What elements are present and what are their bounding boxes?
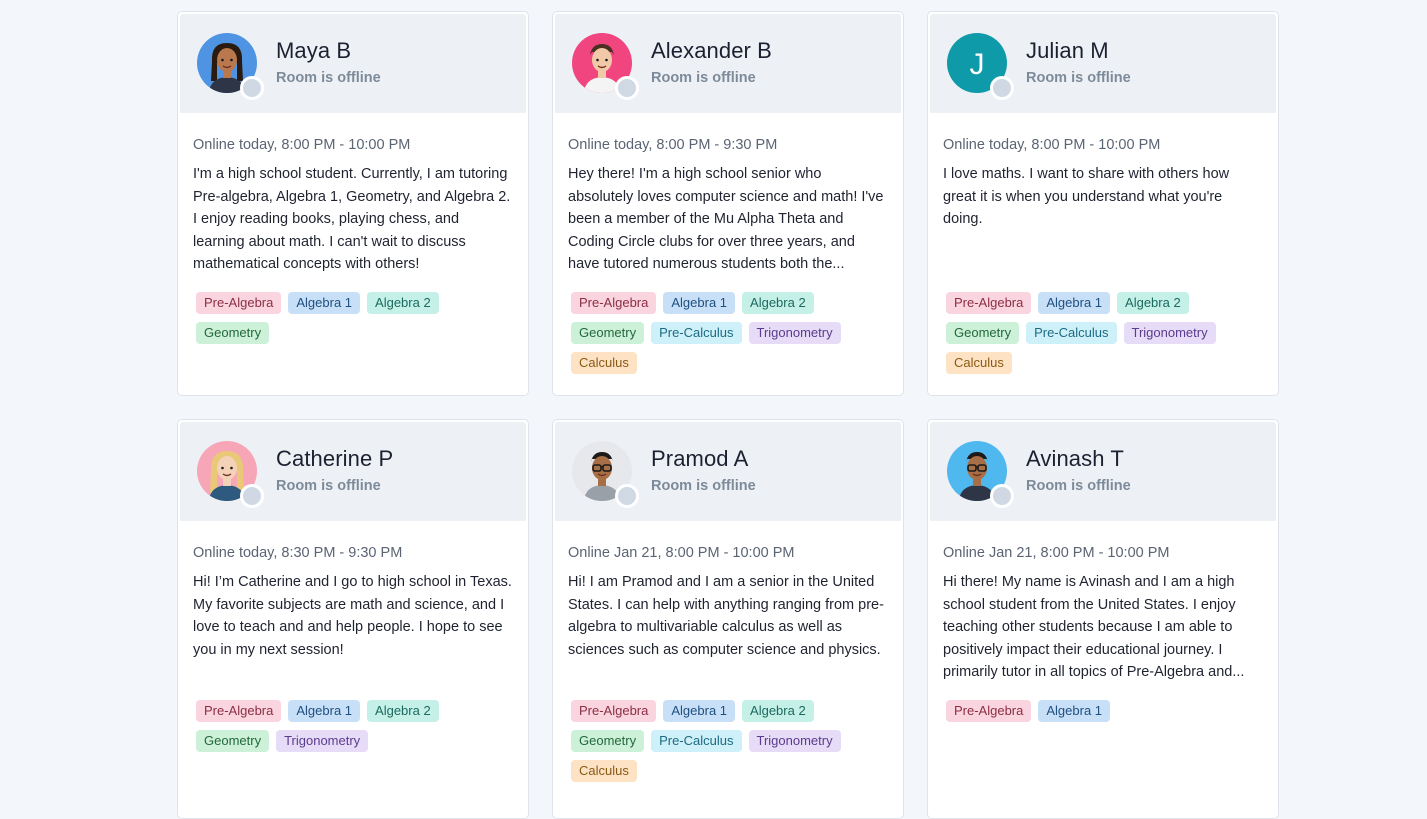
room-status: Room is offline (1026, 478, 1131, 494)
avatar (197, 33, 257, 93)
subject-tag: Algebra 2 (367, 292, 439, 314)
subject-tag: Geometry (946, 322, 1020, 344)
tutor-card[interactable]: Catherine P Room is offline Online today… (177, 419, 529, 819)
tutor-card[interactable]: J Julian M Room is offline Online today,… (927, 11, 1279, 396)
availability-text: Online Jan 21, 8:00 PM - 10:00 PM (943, 545, 1170, 561)
room-status: Room is offline (651, 478, 756, 494)
subject-tag: Pre-Calculus (651, 730, 742, 752)
subject-tag: Algebra 1 (663, 292, 736, 314)
subject-tag: Pre-Calculus (651, 322, 742, 344)
availability-text: Online today, 8:00 PM - 10:00 PM (943, 137, 1161, 153)
tutor-card-header: Maya B Room is offline (180, 14, 526, 113)
tutor-card-header: Catherine P Room is offline (180, 422, 526, 521)
subject-tag: Algebra 2 (367, 700, 439, 722)
subject-tag: Algebra 1 (1038, 700, 1111, 722)
subject-tag: Algebra 1 (288, 292, 361, 314)
tutor-card-body: Online Jan 21, 8:00 PM - 10:00 PM Hi! I … (553, 521, 903, 790)
subject-tag: Algebra 1 (288, 700, 361, 722)
availability-text: Online today, 8:30 PM - 9:30 PM (193, 545, 403, 561)
tutor-card[interactable]: Alexander B Room is offline Online today… (552, 11, 904, 396)
subject-tag: Pre-Algebra (946, 700, 1032, 722)
tutor-card[interactable]: Avinash T Room is offline Online Jan 21,… (927, 419, 1279, 819)
avatar (197, 441, 257, 501)
subject-tag: Pre-Algebra (571, 700, 657, 722)
tutor-bio: I love maths. I want to share with other… (943, 166, 1230, 227)
tutor-bio: Hi! I’m Catherine and I go to high schoo… (193, 574, 512, 658)
tutor-name[interactable]: Alexander B (651, 38, 772, 63)
subject-tags: Pre-Algebra Algebra 1 Algebra 2 Geometry Tri… (193, 700, 496, 760)
subject-tag: Calculus (571, 760, 637, 782)
subject-tag: Geometry (571, 730, 645, 752)
subject-tag: Calculus (946, 352, 1012, 374)
subject-tag: Pre-Algebra (196, 700, 282, 722)
offline-status-icon (240, 484, 264, 508)
subject-tag: Trigonometry (748, 322, 841, 344)
availability-text: Online Jan 21, 8:00 PM - 10:00 PM (568, 545, 795, 561)
tutor-grid: Maya B Room is offline Online today, 8:0… (177, 11, 1279, 819)
subject-tag: Calculus (571, 352, 637, 374)
tutor-card-header: Pramod A Room is offline (555, 422, 901, 521)
tutor-bio: Hi there! My name is Avinash and I am a … (943, 574, 1245, 680)
subject-tags: Pre-Algebra Algebra 1 (943, 700, 1246, 730)
offline-status-icon (990, 76, 1014, 100)
avatar-initial: J (970, 48, 985, 81)
subject-tag: Algebra 1 (663, 700, 736, 722)
tutor-card[interactable]: Maya B Room is offline Online today, 8:0… (177, 11, 529, 396)
subject-tag: Geometry (571, 322, 645, 344)
tutor-name[interactable]: Pramod A (651, 446, 749, 471)
subject-tag: Trigonometry (276, 730, 369, 752)
room-status: Room is offline (651, 70, 756, 86)
tutor-card[interactable]: Pramod A Room is offline Online Jan 21, … (552, 419, 904, 819)
availability-text: Online today, 8:00 PM - 10:00 PM (193, 137, 411, 153)
subject-tag: Pre-Calculus (1026, 322, 1117, 344)
tutor-card-body: Online Jan 21, 8:00 PM - 10:00 PM Hi the… (928, 521, 1278, 730)
subject-tag: Algebra 2 (742, 700, 814, 722)
availability-text: Online today, 8:00 PM - 9:30 PM (568, 137, 778, 153)
subject-tags: Pre-Algebra Algebra 1 Algebra 2 Geometry Pre… (568, 292, 871, 382)
subject-tag: Geometry (196, 730, 270, 752)
offline-status-icon (240, 76, 264, 100)
subject-tag: Algebra 2 (1117, 292, 1189, 314)
tutor-bio: Hi! I am Pramod and I am a senior in the… (568, 574, 884, 658)
tutor-card-body: Online today, 8:00 PM - 10:00 PM I love … (928, 113, 1278, 382)
offline-status-icon (990, 484, 1014, 508)
room-status: Room is offline (276, 70, 381, 86)
tutor-bio: Hey there! I'm a high school senior who … (568, 166, 884, 272)
tutor-card-header: Avinash T Room is offline (930, 422, 1276, 521)
tutor-card-body: Online today, 8:00 PM - 10:00 PM I'm a h… (178, 113, 528, 352)
tutor-card-header: Alexander B Room is offline (555, 14, 901, 113)
tutor-name[interactable]: Julian M (1026, 38, 1109, 63)
subject-tag: Pre-Algebra (571, 292, 657, 314)
subject-tag: Trigonometry (1123, 322, 1216, 344)
room-status: Room is offline (1026, 70, 1131, 86)
subject-tags: Pre-Algebra Algebra 1 Algebra 2 Geometry Pre… (943, 292, 1246, 382)
subject-tag: Algebra 2 (742, 292, 814, 314)
tutor-name[interactable]: Maya B (276, 38, 352, 63)
offline-status-icon (615, 76, 639, 100)
tutor-card-body: Online today, 8:00 PM - 9:30 PM Hey ther… (553, 113, 903, 382)
subject-tag: Pre-Algebra (946, 292, 1032, 314)
subject-tag: Pre-Algebra (196, 292, 282, 314)
room-status: Room is offline (276, 478, 381, 494)
tutor-card-header: J Julian M Room is offline (930, 14, 1276, 113)
offline-status-icon (615, 484, 639, 508)
tutor-bio: I'm a high school student. Currently, I … (193, 166, 511, 272)
subject-tag: Algebra 1 (1038, 292, 1111, 314)
subject-tag: Geometry (196, 322, 270, 344)
tutor-name[interactable]: Catherine P (276, 446, 394, 471)
subject-tag: Trigonometry (748, 730, 841, 752)
subject-tags: Pre-Algebra Algebra 1 Algebra 2 Geometry (193, 292, 496, 352)
tutor-card-body: Online today, 8:30 PM - 9:30 PM Hi! I’m … (178, 521, 528, 760)
subject-tags: Pre-Algebra Algebra 1 Algebra 2 Geometry Pre… (568, 700, 871, 790)
tutor-name[interactable]: Avinash T (1026, 446, 1124, 471)
